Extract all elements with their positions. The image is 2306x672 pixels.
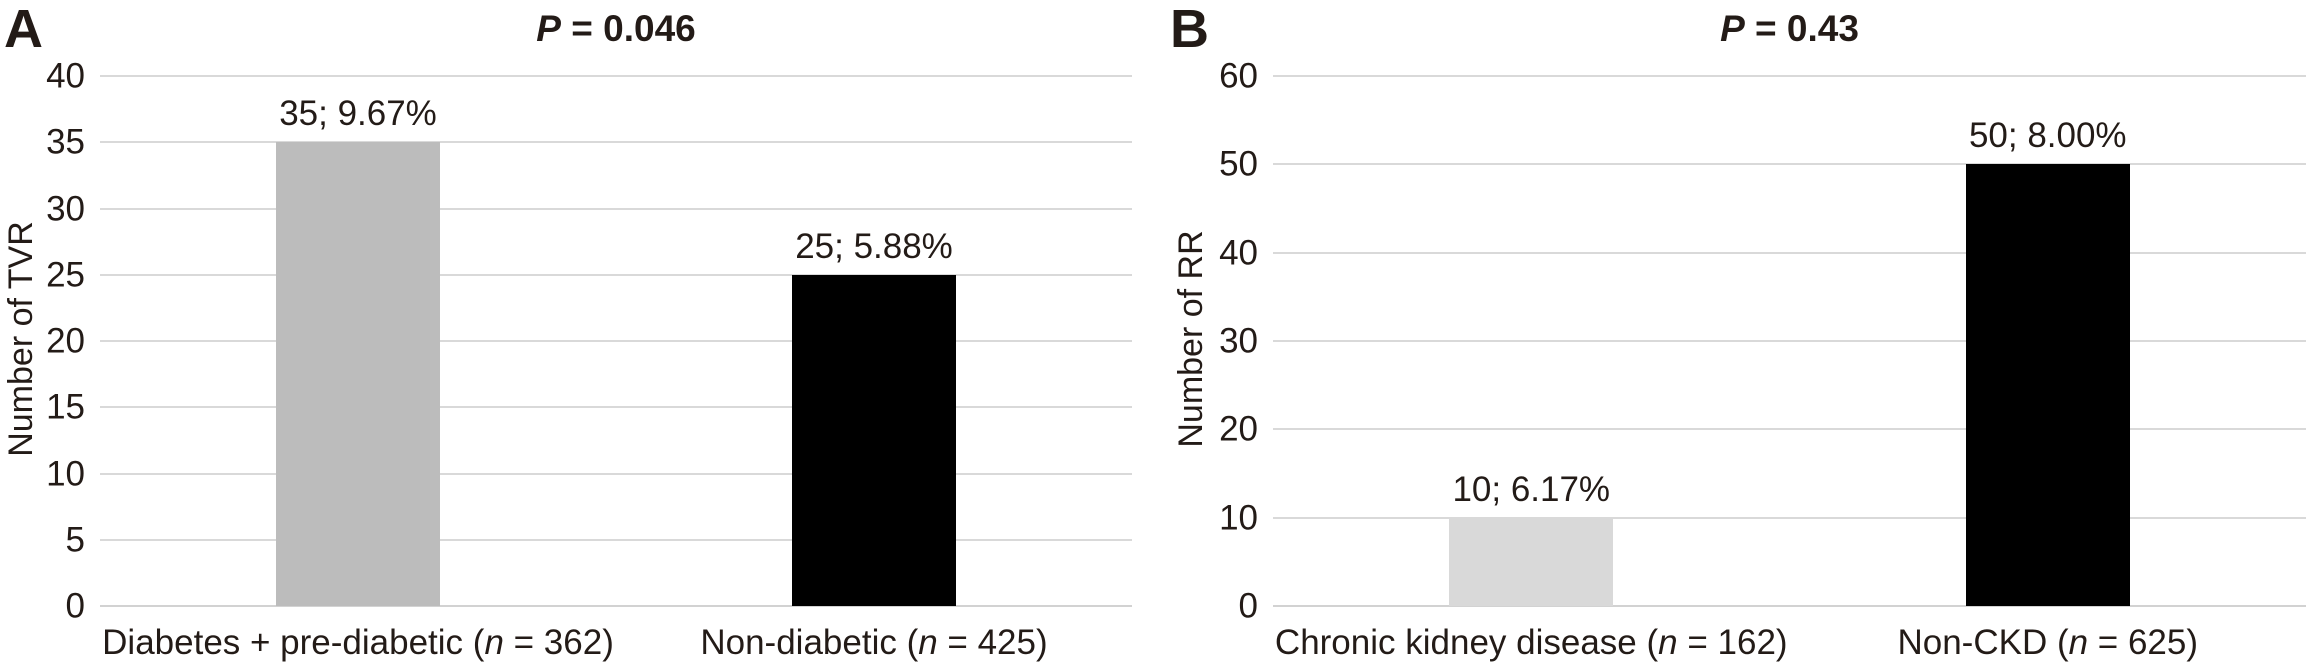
gridline bbox=[100, 273, 1132, 276]
y-tick-label: 25 bbox=[46, 255, 85, 295]
y-tick-label: 40 bbox=[46, 56, 85, 96]
panel-b-plot-area: P = 0.43 0 10 20 30 40 50 60 10; 6.17% Chronic k… bbox=[1219, 10, 2306, 662]
panel-a-letter: A bbox=[4, 0, 43, 59]
y-tick-label: 35 bbox=[46, 122, 85, 162]
gridline bbox=[1273, 605, 2306, 607]
y-tick-label: 20 bbox=[1219, 409, 1258, 449]
category-label: Chronic kidney disease (n = 162) bbox=[1274, 623, 1788, 662]
gridline bbox=[100, 141, 1132, 144]
y-tick-label: 60 bbox=[1219, 56, 1258, 96]
y-tick-label: 0 bbox=[1238, 586, 1258, 626]
y-tick-label: 10 bbox=[46, 454, 85, 493]
bar-value-label: 35; 9.67% bbox=[279, 94, 437, 134]
gridline bbox=[100, 340, 1132, 342]
panel-a: A Number of TVR P = 0.046 0 5 10 15 20 25 30 35… bbox=[0, 0, 1150, 672]
gridline bbox=[100, 207, 1132, 210]
gridline bbox=[1273, 251, 2306, 254]
gridline bbox=[100, 538, 1132, 541]
y-tick-label: 15 bbox=[46, 387, 85, 427]
panel-a-title: P = 0.046 bbox=[536, 8, 696, 49]
gridline bbox=[100, 605, 1132, 607]
gridline bbox=[1273, 428, 2306, 431]
gridline bbox=[100, 75, 1132, 77]
y-tick-label: 30 bbox=[46, 189, 85, 228]
category-label: Diabetes + pre-diabetic (n = 362) bbox=[102, 623, 614, 662]
gridline bbox=[100, 406, 1132, 409]
bar-value-label: 50; 8.00% bbox=[1968, 116, 2127, 156]
panel-b-title: P = 0.43 bbox=[1720, 8, 1859, 49]
gridline bbox=[1273, 75, 2306, 77]
category-label: Non-CKD (n = 625) bbox=[1897, 623, 2199, 662]
gridline bbox=[100, 472, 1132, 475]
bar bbox=[1965, 164, 2130, 606]
y-tick-label: 0 bbox=[65, 586, 85, 626]
gridline bbox=[1273, 163, 2306, 166]
panel-a-plot-area: P = 0.046 0 5 10 15 20 25 30 35 40 35; 9.67% Diabe… bbox=[46, 10, 1132, 662]
y-tick-label: 40 bbox=[1219, 233, 1258, 273]
panel-a-y-axis-title: Number of TVR bbox=[2, 221, 40, 457]
gridline bbox=[1273, 340, 2306, 342]
bar bbox=[792, 274, 956, 606]
y-tick-label: 30 bbox=[1219, 321, 1258, 361]
panel-b-y-axis-title: Number of RR bbox=[1172, 230, 1210, 448]
gridline bbox=[1273, 516, 2306, 519]
panel-b-letter: B bbox=[1170, 0, 1209, 59]
y-tick-label: 50 bbox=[1219, 144, 1258, 184]
panel-b: B Number of RR P = 0.43 0 10 20 30 40 50 60 10;… bbox=[1150, 0, 2306, 672]
category-label: Non-diabetic (n = 425) bbox=[700, 623, 1048, 662]
y-tick-label: 20 bbox=[46, 321, 85, 361]
y-tick-label: 10 bbox=[1219, 498, 1258, 538]
bar bbox=[276, 142, 440, 606]
bar bbox=[1449, 517, 1614, 606]
y-tick-label: 5 bbox=[65, 520, 85, 560]
bar-value-label: 10; 6.17% bbox=[1452, 469, 1611, 509]
bar-value-label: 25; 5.88% bbox=[795, 226, 953, 266]
